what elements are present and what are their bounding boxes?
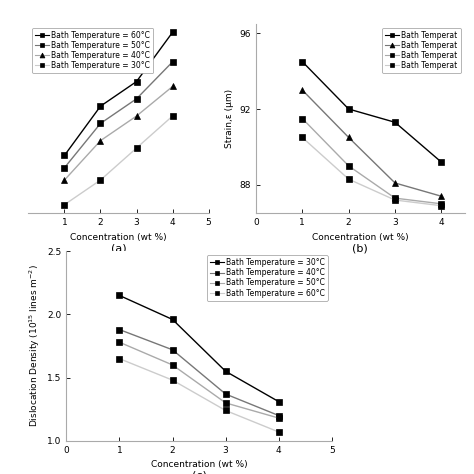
Legend: Bath Temperature = 30°C, Bath Temperature = 40°C, Bath Temperature = 50°C, Bath : Bath Temperature = 30°C, Bath Temperatur… [207,255,328,301]
Text: (a): (a) [111,243,126,253]
Y-axis label: Dislocation Density (10$^{15}$ lines m$^{-2}$): Dislocation Density (10$^{15}$ lines m$^… [27,264,42,428]
Text: (b): (b) [352,243,368,253]
X-axis label: Concentration (wt %): Concentration (wt %) [151,460,247,469]
Legend: Bath Temperature = 60°C, Bath Temperature = 50°C, Bath Temperature = 40°C, Bath : Bath Temperature = 60°C, Bath Temperatur… [32,27,153,73]
Text: (c): (c) [191,471,207,474]
Legend: Bath Temperat, Bath Temperat, Bath Temperat, Bath Temperat: Bath Temperat, Bath Temperat, Bath Tempe… [383,27,461,73]
Y-axis label: Strain,ε (μm): Strain,ε (μm) [225,89,234,148]
X-axis label: Concentration (wt %): Concentration (wt %) [312,233,409,242]
X-axis label: Concentration (wt %): Concentration (wt %) [70,233,167,242]
